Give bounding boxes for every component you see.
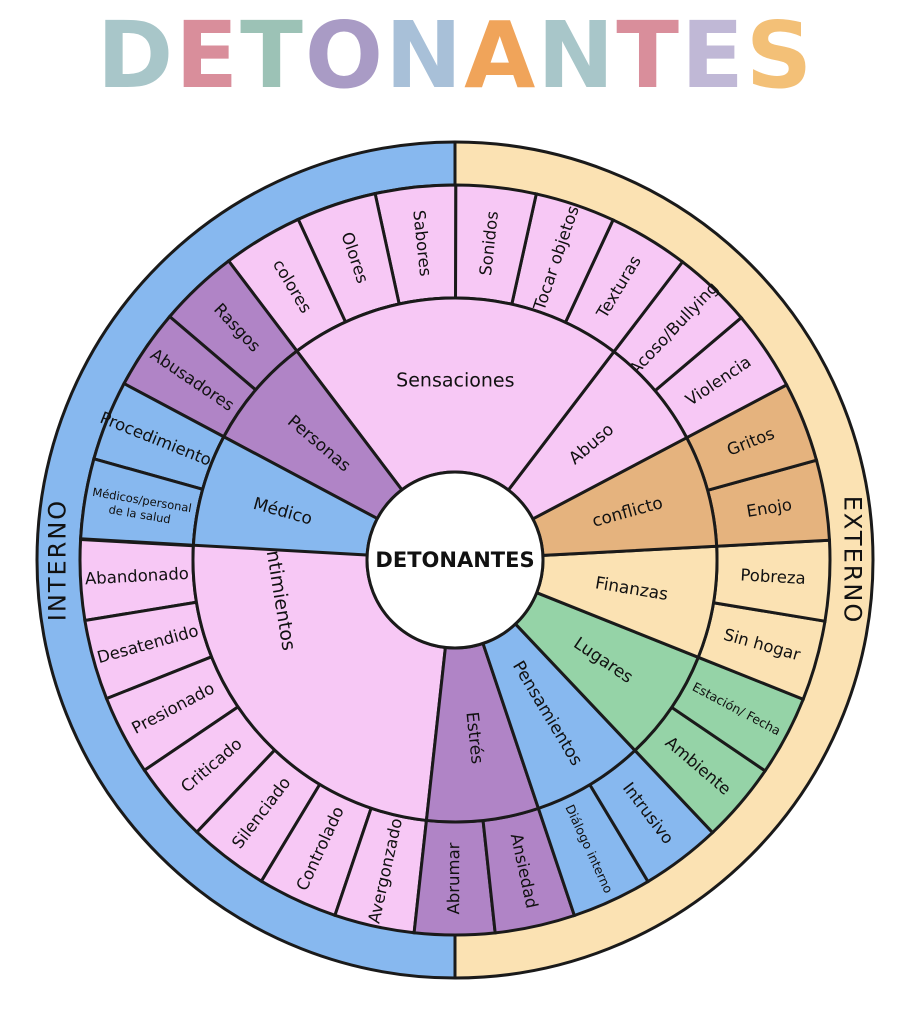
page-title: DETONANTES xyxy=(0,6,911,106)
ring-labels: INTERNO EXTERNO xyxy=(44,496,867,625)
center-label: DETONANTES xyxy=(375,548,534,572)
external-label: EXTERNO xyxy=(839,496,867,625)
title-letter: E xyxy=(681,2,746,109)
title-letter: O xyxy=(304,2,386,109)
title-letter: N xyxy=(537,2,617,109)
title-letter: N xyxy=(385,2,465,109)
title-letter: D xyxy=(96,2,176,109)
internal-label: INTERNO xyxy=(44,499,72,621)
trigger-label: Pobreza xyxy=(740,565,806,588)
title-letter: T xyxy=(616,2,682,109)
category-segments: RecuerdosSentimientosEstrésPensamientosL… xyxy=(191,296,719,824)
center-circle xyxy=(365,470,545,650)
title-letter: T xyxy=(240,2,305,109)
title-letter: S xyxy=(745,2,815,109)
category-label: Sensaciones xyxy=(396,369,514,391)
trigger-label: Abrumar xyxy=(444,842,463,914)
title-letter: E xyxy=(175,2,241,109)
outer-segments: FlashbackspesadillasAisladoSolitarioculp… xyxy=(78,183,832,937)
center-hub: DETONANTES xyxy=(365,470,545,650)
title-letter: A xyxy=(464,2,538,109)
